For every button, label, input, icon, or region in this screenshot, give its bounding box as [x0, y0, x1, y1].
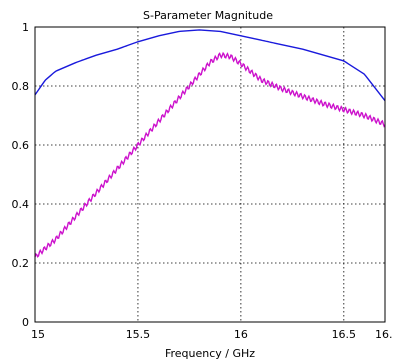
x-tick-labels: 15 15.5 16 16.5 16.7: [31, 328, 393, 341]
series-layer: [34, 29, 386, 258]
x-tick-label: 16: [234, 328, 248, 341]
series-line-0: [34, 29, 386, 102]
x-tick-label: 15.5: [126, 328, 151, 341]
x-tick-label: 15: [31, 328, 45, 341]
series-line-1: [34, 51, 386, 258]
y-tick-label: 0.2: [12, 257, 30, 270]
y-tick-label: 0: [22, 316, 29, 329]
plot-frame: [34, 26, 386, 323]
y-tick-labels: 0 0.2 0.4 0.6 0.8 1: [12, 21, 30, 329]
y-tick-label: 0.8: [12, 80, 30, 93]
x-tick-label: 16.5: [332, 328, 357, 341]
x-tick-label: 16.7: [375, 328, 393, 341]
chart-title: S-Parameter Magnitude: [143, 9, 273, 22]
y-tick-label: 1: [22, 21, 29, 34]
grid-lines: [35, 27, 385, 322]
y-tick-label: 0.6: [12, 139, 30, 152]
y-tick-label: 0.4: [12, 198, 30, 211]
x-axis-label: Frequency / GHz: [165, 347, 255, 360]
